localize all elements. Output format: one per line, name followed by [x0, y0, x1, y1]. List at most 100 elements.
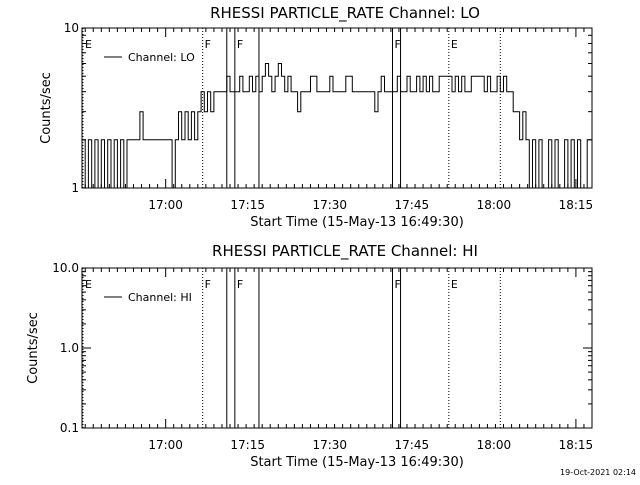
data-point: [528, 187, 530, 189]
y-axis-label: Counts/sec: [26, 312, 41, 384]
data-point: [120, 139, 121, 141]
data-point: [239, 75, 240, 77]
data-point: [252, 91, 253, 92]
data-point: [535, 187, 536, 189]
data-point: [406, 75, 408, 77]
data-point: [316, 91, 318, 92]
data-point: [464, 91, 466, 92]
y-tick-label: 1: [71, 181, 79, 195]
data-point: [294, 91, 295, 92]
data-point: [416, 75, 417, 77]
data-point: [445, 75, 446, 77]
x-tick-label: 17:45: [395, 438, 430, 452]
data-point: [271, 91, 273, 92]
data-point: [181, 139, 183, 141]
data-point: [393, 91, 395, 92]
data-point: [133, 139, 134, 141]
event-flag: E: [451, 38, 458, 51]
data-point: [458, 91, 459, 92]
data-point: [422, 75, 424, 77]
data-point: [425, 91, 427, 92]
data-point: [104, 187, 105, 189]
event-flag: F: [237, 38, 243, 51]
x-tick-label: 17:30: [312, 438, 347, 452]
x-tick-label: 18:00: [477, 438, 512, 452]
data-point: [113, 139, 115, 141]
data-point: [409, 91, 411, 92]
data-point: [255, 75, 257, 77]
data-point: [345, 75, 347, 77]
event-flag: F: [205, 278, 211, 291]
data-point: [503, 75, 504, 77]
data-point: [84, 187, 86, 189]
data-point: [483, 91, 485, 92]
data-point: [184, 111, 186, 112]
x-axis-label: Start Time (15-May-13 16:49:30): [250, 455, 464, 470]
data-point: [586, 139, 588, 141]
data-point: [364, 91, 366, 92]
data-point: [126, 139, 128, 141]
data-point: [197, 111, 199, 112]
chart-title: RHESSI PARTICLE_RATE Channel: HI: [212, 242, 478, 261]
data-point: [506, 91, 508, 92]
data-point: [171, 187, 173, 189]
data-point: [249, 75, 250, 77]
data-point: [284, 91, 286, 92]
data-point: [287, 75, 289, 77]
footer-timestamp: 19-Oct-2021 02:14: [560, 468, 636, 477]
legend-entry: Channel: LO: [128, 51, 195, 64]
data-point: [149, 139, 150, 141]
x-tick-label: 17:00: [148, 198, 183, 212]
x-tick-label: 17:00: [148, 438, 183, 452]
data-point: [261, 75, 263, 77]
data-point: [101, 139, 102, 141]
data-point: [229, 91, 231, 92]
x-tick-label: 17:15: [230, 438, 265, 452]
data-point: [329, 75, 331, 77]
data-point: [509, 91, 511, 92]
x-tick-label: 17:15: [230, 198, 265, 212]
data-point: [245, 91, 247, 92]
data-point: [213, 91, 215, 92]
y-tick-label: 10: [64, 21, 79, 35]
data-point: [580, 187, 582, 189]
data-point: [525, 139, 527, 141]
data-point: [165, 139, 166, 141]
data-point: [88, 139, 89, 141]
data-point: [326, 91, 327, 92]
data-point: [419, 91, 421, 92]
x-axis-label: Start Time (15-May-13 16:49:30): [250, 215, 464, 230]
data-point: [226, 75, 228, 77]
data-point: [194, 139, 195, 141]
data-point: [236, 91, 237, 92]
data-point: [384, 91, 385, 92]
data-point: [207, 91, 208, 92]
x-tick-label: 18:00: [477, 198, 512, 212]
legend-entry: Channel: HI: [128, 291, 192, 304]
data-point: [583, 187, 585, 189]
data-point: [400, 91, 401, 92]
data-point: [499, 91, 501, 92]
x-tick-label: 17:30: [312, 198, 347, 212]
data-point: [570, 139, 572, 141]
data-point: [220, 91, 221, 92]
data-point: [577, 139, 578, 141]
data-point: [557, 187, 559, 189]
data-point: [303, 91, 305, 92]
data-point: [110, 187, 112, 189]
data-point: [123, 187, 125, 189]
data-point: [561, 187, 562, 189]
data-point: [567, 187, 569, 189]
data-point: [397, 75, 398, 77]
chart-title: RHESSI PARTICLE_RATE Channel: LO: [210, 4, 480, 23]
data-point: [281, 75, 282, 77]
event-flag: F: [237, 278, 243, 291]
x-tick-label: 17:45: [395, 198, 430, 212]
data-point: [471, 75, 472, 77]
data-point: [429, 75, 430, 77]
data-point: [142, 139, 144, 141]
data-point: [377, 91, 379, 92]
data-point: [548, 139, 549, 141]
